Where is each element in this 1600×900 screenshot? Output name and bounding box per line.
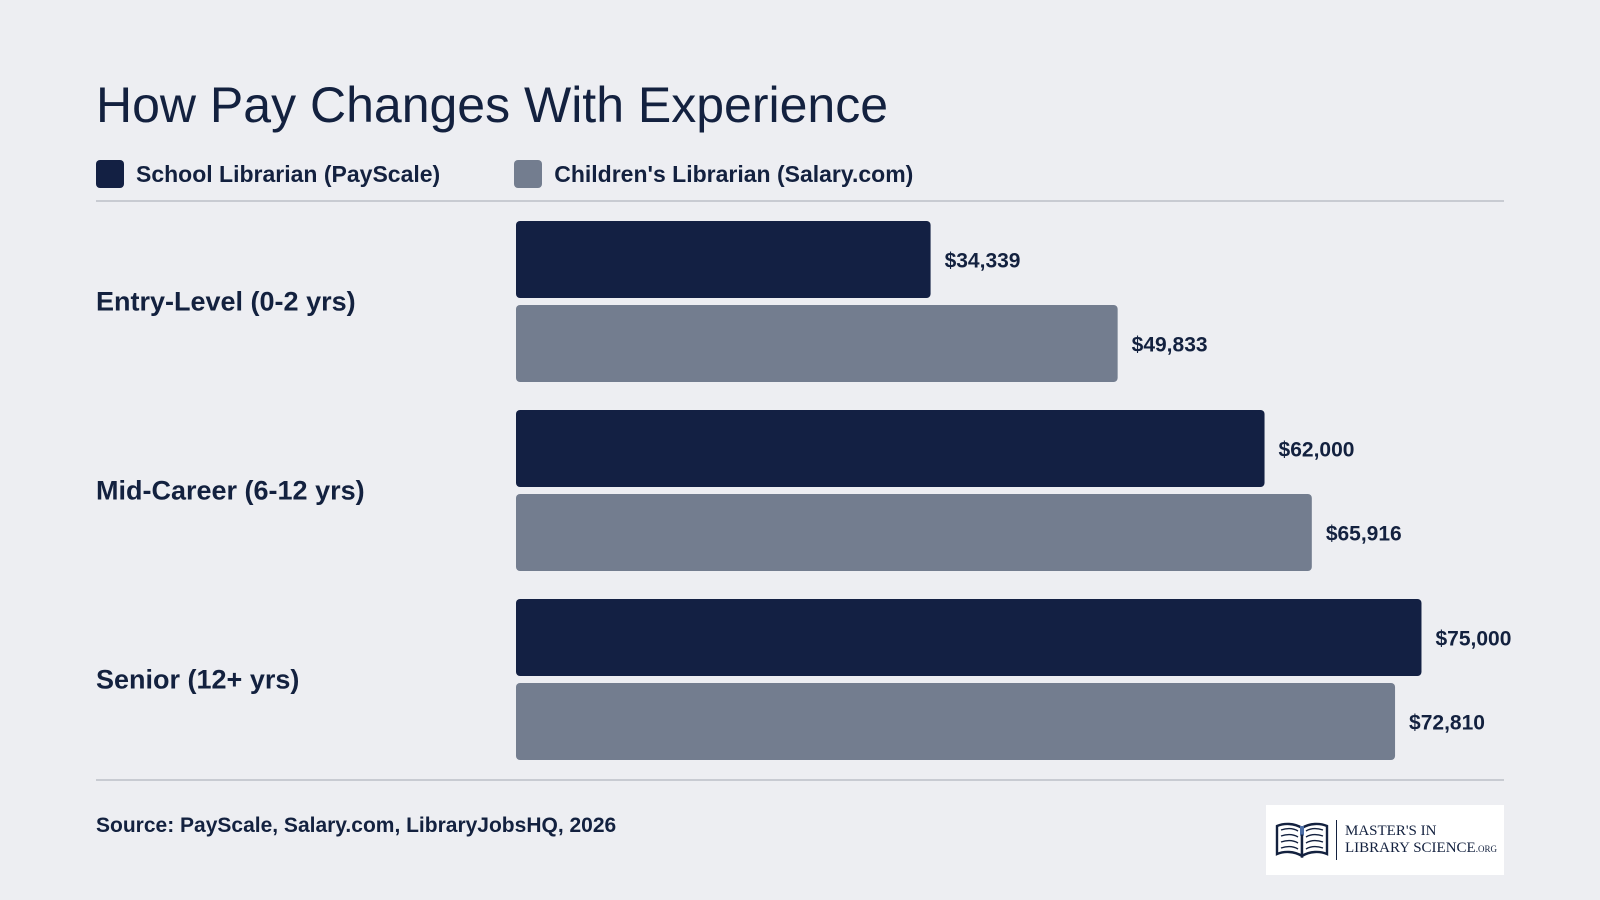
bar-children-s-librarian-salary-com-entry-level-0-2-yrs xyxy=(516,305,1118,382)
logo-divider xyxy=(1336,820,1337,860)
logo-line-1: MASTER'S IN xyxy=(1345,822,1437,839)
open-book-icon xyxy=(1275,822,1329,859)
top-divider xyxy=(96,200,1504,202)
legend-item-childrens-librarian: Children's Librarian (Salary.com) xyxy=(514,160,913,188)
legend-swatch-school-librarian xyxy=(96,160,124,188)
bottom-divider xyxy=(96,779,1504,781)
legend-swatch-childrens-librarian xyxy=(514,160,543,188)
data-label-children-s-librarian-salary-com-entry-level-0-2-yrs: $49,833 xyxy=(1132,334,1208,357)
data-label-school-librarian-payscale-mid-career-6-12-yrs: $62,000 xyxy=(1279,439,1355,462)
data-label-school-librarian-payscale-senior-12-yrs: $75,000 xyxy=(1435,628,1511,651)
site-logo: MASTER'S IN LIBRARY SCIENCE.ORG xyxy=(1266,805,1504,875)
chart-title: How Pay Changes With Experience xyxy=(96,77,889,133)
bar-school-librarian-payscale-senior-12-yrs xyxy=(516,599,1422,676)
data-label-school-librarian-payscale-entry-level-0-2-yrs: $34,339 xyxy=(945,250,1021,273)
bar-school-librarian-payscale-entry-level-0-2-yrs xyxy=(516,221,931,298)
logo-wordmark: MASTER'S IN LIBRARY SCIENCE.ORG xyxy=(1345,823,1497,858)
category-label-senior-12-yrs: Senior (12+ yrs) xyxy=(96,665,299,695)
data-label-children-s-librarian-salary-com-senior-12-yrs: $72,810 xyxy=(1409,712,1485,735)
source-note: Source: PayScale, Salary.com, LibraryJob… xyxy=(96,814,617,837)
bar-school-librarian-payscale-mid-career-6-12-yrs xyxy=(516,410,1265,487)
legend-label-childrens-librarian: Children's Librarian (Salary.com) xyxy=(554,160,914,187)
logo-line-2-text: LIBRARY SCIENCE xyxy=(1345,839,1476,856)
category-label-mid-career-6-12-yrs: Mid-Career (6-12 yrs) xyxy=(96,476,365,506)
logo-suffix: .ORG xyxy=(1475,843,1497,854)
bar-children-s-librarian-salary-com-senior-12-yrs xyxy=(516,683,1396,760)
bar-children-s-librarian-salary-com-mid-career-6-12-yrs xyxy=(516,494,1312,571)
category-label-entry-level-0-2-yrs: Entry-Level (0-2 yrs) xyxy=(96,287,356,317)
legend: School Librarian (PayScale) Children's L… xyxy=(96,157,987,191)
data-label-children-s-librarian-salary-com-mid-career-6-12-yrs: $65,916 xyxy=(1326,523,1402,546)
legend-label-school-librarian: School Librarian (PayScale) xyxy=(136,160,441,187)
logo-line-2: LIBRARY SCIENCE.ORG xyxy=(1345,840,1497,858)
legend-item-school-librarian: School Librarian (PayScale) xyxy=(96,160,440,188)
